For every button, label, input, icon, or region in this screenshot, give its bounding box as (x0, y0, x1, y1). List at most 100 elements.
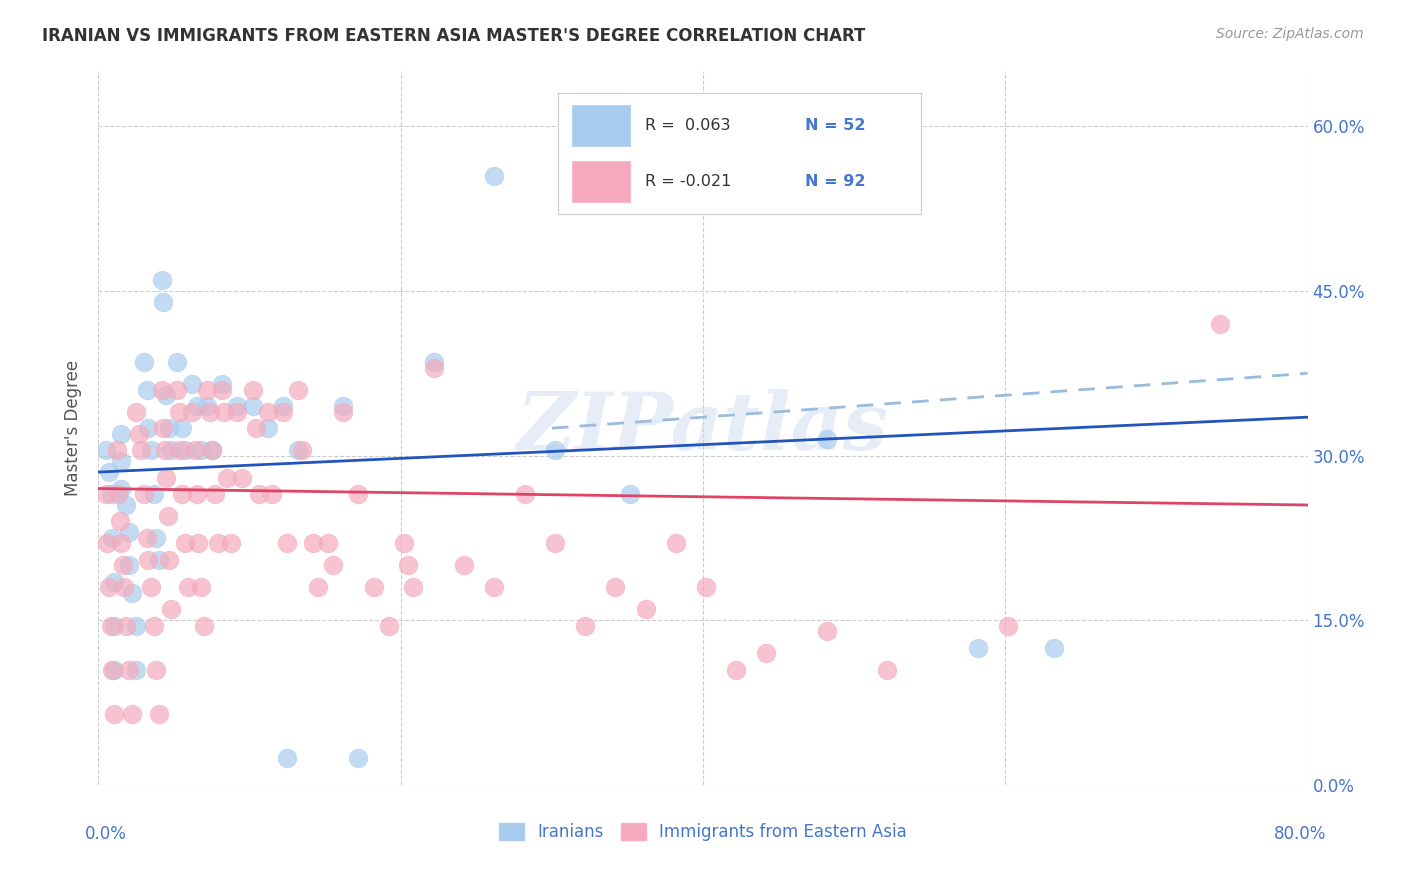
Point (173, 443, 195, 458)
Point (256, 421, 278, 435)
Point (121, 586, 143, 600)
Point (1042, 640, 1064, 655)
Point (136, 421, 159, 435)
Point (153, 443, 176, 458)
Point (159, 421, 181, 435)
Point (423, 360, 446, 375)
Point (103, 574, 125, 589)
Point (574, 619, 596, 633)
Point (231, 470, 253, 484)
Point (271, 405, 294, 419)
Point (152, 294, 174, 309)
Point (876, 663, 898, 677)
Point (201, 443, 224, 458)
Point (110, 536, 132, 550)
Point (815, 432, 838, 446)
Point (221, 536, 243, 550)
Point (846, 196, 869, 211)
Point (100, 487, 122, 501)
Point (453, 558, 475, 573)
Point (160, 443, 183, 458)
Point (121, 706, 143, 721)
Point (186, 399, 208, 413)
Point (322, 558, 344, 573)
Point (967, 640, 990, 655)
Point (195, 383, 218, 397)
Point (247, 487, 270, 501)
Point (271, 399, 294, 413)
Point (125, 663, 148, 677)
Point (107, 487, 129, 501)
Point (665, 536, 688, 550)
Point (332, 399, 354, 413)
Point (148, 553, 170, 567)
Text: 80.0%: 80.0% (1274, 825, 1327, 843)
Point (307, 580, 329, 594)
Point (347, 750, 370, 764)
Point (544, 443, 567, 458)
Point (96, 536, 118, 550)
Point (94, 487, 117, 501)
Point (101, 531, 124, 545)
Point (129, 443, 152, 458)
Text: 0.0%: 0.0% (84, 825, 127, 843)
Point (173, 536, 195, 550)
Point (148, 706, 170, 721)
Point (108, 515, 131, 529)
Point (103, 663, 125, 677)
Point (195, 399, 218, 413)
Point (112, 580, 135, 594)
Point (167, 405, 190, 419)
Point (141, 580, 163, 594)
Point (190, 580, 212, 594)
Text: IRANIAN VS IMMIGRANTS FROM EASTERN ASIA MASTER'S DEGREE CORRELATION CHART: IRANIAN VS IMMIGRANTS FROM EASTERN ASIA … (42, 27, 866, 45)
Point (170, 487, 193, 501)
Point (150, 383, 173, 397)
Point (114, 619, 136, 633)
Point (128, 426, 150, 441)
Point (363, 580, 385, 594)
Point (155, 388, 177, 402)
Point (605, 580, 627, 594)
Point (725, 663, 748, 677)
Point (316, 536, 339, 550)
Point (155, 470, 177, 484)
Point (166, 355, 188, 369)
Point (181, 405, 204, 419)
Point (215, 470, 238, 484)
Point (242, 399, 264, 413)
Point (132, 355, 155, 369)
Point (118, 663, 141, 677)
Point (111, 558, 134, 573)
Point (190, 443, 212, 458)
Point (94, 443, 117, 458)
Point (423, 355, 446, 369)
Point (392, 536, 415, 550)
Legend: Iranians, Immigrants from Eastern Asia: Iranians, Immigrants from Eastern Asia (492, 816, 914, 848)
Point (105, 443, 128, 458)
Point (544, 536, 567, 550)
Point (141, 443, 163, 458)
Point (619, 487, 641, 501)
Point (187, 536, 209, 550)
Point (145, 663, 167, 677)
Point (302, 536, 325, 550)
Point (160, 602, 183, 616)
Point (396, 558, 419, 573)
Text: ZIPatlas: ZIPatlas (517, 390, 889, 467)
Point (135, 383, 157, 397)
Point (256, 405, 278, 419)
Point (211, 377, 233, 392)
Point (211, 383, 233, 397)
Point (118, 558, 141, 573)
Point (118, 525, 141, 540)
Point (186, 487, 208, 501)
Point (110, 426, 132, 441)
Point (815, 624, 838, 639)
Point (156, 508, 179, 523)
Point (100, 619, 122, 633)
Point (125, 619, 148, 633)
Point (226, 399, 249, 413)
Point (181, 377, 204, 392)
Point (484, 580, 506, 594)
